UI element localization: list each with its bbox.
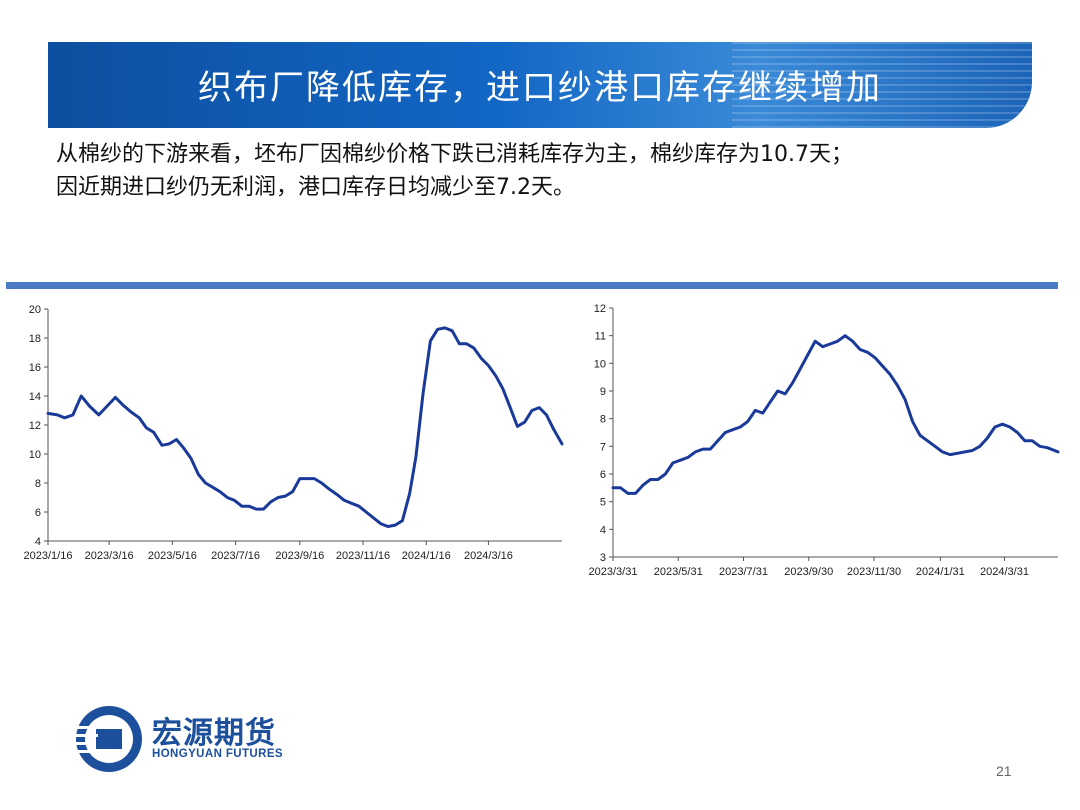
chart-right-y-tick-label: 3 — [600, 552, 606, 564]
chart-right-x-tick-label: 2023/9/30 — [784, 566, 833, 578]
chart-left-x-tick-label: 2024/1/16 — [402, 550, 451, 562]
chart-left-y-tick-label: 8 — [35, 478, 41, 490]
chart-left-x-tick-label: 2023/11/16 — [336, 550, 390, 562]
chart-left-y-tick-label: 18 — [29, 333, 41, 345]
chart-left-x-tick-label: 2023/1/16 — [24, 550, 73, 562]
chart-right-x-tick-label: 2024/3/31 — [980, 566, 1029, 578]
chart-right-x-tick-label: 2024/1/31 — [916, 566, 965, 578]
summary-line-1: 从棉纱的下游来看，坯布厂因棉纱价格下跌已消耗库存为主，棉纱库存为10.7天； — [56, 142, 853, 167]
chart-left-y-tick-label: 4 — [35, 536, 41, 548]
chart-left-x-tick-label: 2023/5/16 — [148, 550, 197, 562]
chart-right-y-tick-label: 4 — [600, 524, 606, 536]
chart-left-x-tick-label: 2023/9/16 — [275, 550, 324, 562]
title-bar: 织布厂降低库存，进口纱港口库存继续增加 — [48, 42, 1032, 128]
chart-right-series-line — [611, 334, 1060, 495]
page-number: 21 — [996, 763, 1012, 779]
chart-right-y-tick-label: 5 — [600, 497, 606, 509]
section-divider — [6, 282, 1058, 289]
chart-left-y-tick-label: 20 — [29, 304, 41, 316]
chart-left-svg: 4 6 8 10 12 14 16 18 20 2023/1/16 2023/3/16 2023/5/… — [24, 304, 564, 562]
chart-right-y-tick-label: 6 — [600, 469, 606, 481]
chart-right-y-tick-label: 9 — [600, 386, 606, 398]
chart-left-x-tick-label: 2023/3/16 — [85, 550, 134, 562]
logo-name-en: HONGYUAN FUTURES — [152, 748, 283, 760]
chart-left-y-tick-label: 14 — [29, 391, 41, 403]
chart-left-y-tick-label: 6 — [35, 507, 41, 519]
chart-right-y-tick-label: 12 — [594, 303, 606, 315]
chart-left-y-tick-label: 16 — [29, 362, 41, 374]
company-logo: 宏源期货 HONGYUAN FUTURES — [74, 700, 314, 780]
chart-right-y-tick-label: 10 — [594, 358, 606, 370]
chart-left-y-tick-label: 12 — [29, 420, 41, 432]
summary-line-2: 因近期进口纱仍无利润，港口库存日均减少至7.2天。 — [56, 175, 575, 200]
logo-name-cn: 宏源期货 — [152, 716, 276, 751]
chart-right-y-tick-label: 8 — [600, 414, 606, 426]
chart-right-y-tick-label: 11 — [595, 331, 606, 343]
summary-text: 从棉纱的下游来看，坯布厂因棉纱价格下跌已消耗库存为主，棉纱库存为10.7天； 因… — [56, 138, 1046, 204]
chart-left-y-tick-label: 10 — [29, 449, 41, 461]
chart-right-x-tick-label: 2023/5/31 — [654, 566, 703, 578]
chart-right-x-tick-label: 2023/3/31 — [589, 566, 638, 578]
chart-right-y-tick-label: 7 — [600, 441, 606, 453]
chart-left: 4 6 8 10 12 14 16 18 20 2023/1/16 2023/3/16 2023/5/… — [0, 296, 570, 570]
chart-right: 3 4 5 6 7 8 9 10 11 12 2023/3/31 2023/5/31 2023/7/31… — [580, 296, 1064, 586]
slide-title: 织布厂降低库存，进口纱港口库存继续增加 — [198, 68, 882, 108]
chart-left-x-tick-label: 2024/3/16 — [464, 550, 513, 562]
chart-right-x-tick-label: 2023/7/31 — [719, 566, 768, 578]
chart-right-svg: 3 4 5 6 7 8 9 10 11 12 2023/3/31 2023/5/31 2023/7/31… — [589, 303, 1060, 578]
logo-mark-icon — [74, 706, 142, 772]
chart-right-x-tick-label: 2023/11/30 — [847, 566, 901, 578]
chart-left-series-line — [46, 326, 564, 528]
chart-left-x-tick-label: 2023/7/16 — [211, 550, 260, 562]
